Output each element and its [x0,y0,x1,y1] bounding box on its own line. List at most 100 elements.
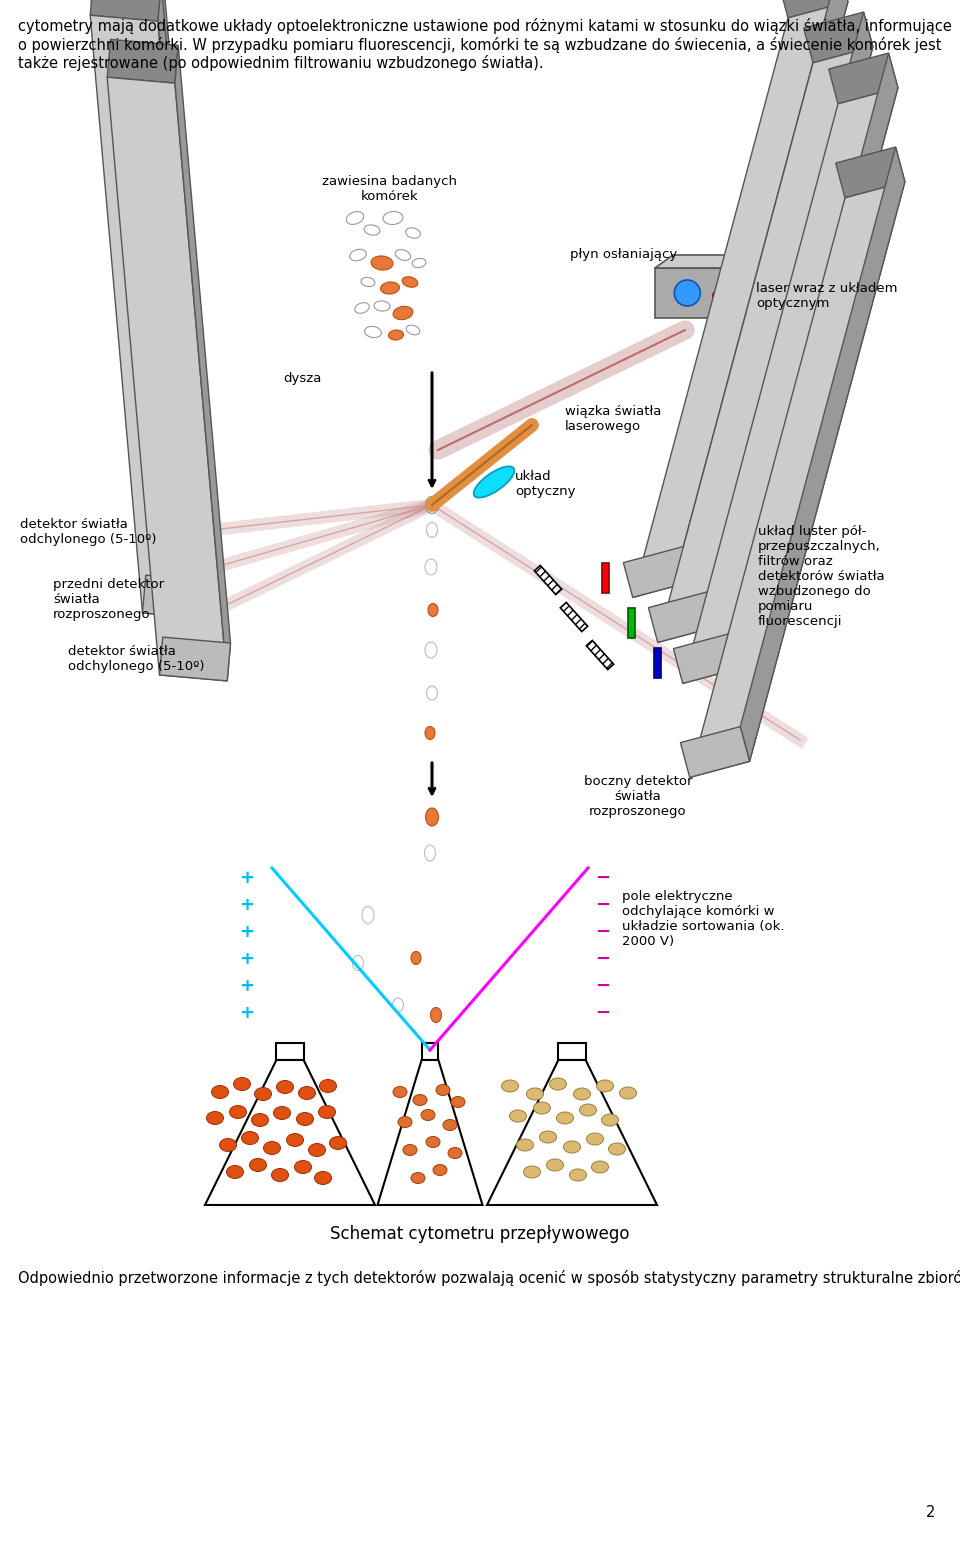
Ellipse shape [609,1143,626,1156]
Text: pole elektryczne
odchylające komórki w
układzie sortowania (ok.
2000 V): pole elektryczne odchylające komórki w u… [622,890,784,947]
Polygon shape [90,15,210,619]
Polygon shape [158,0,213,619]
Ellipse shape [276,1080,294,1094]
Ellipse shape [364,225,380,235]
Polygon shape [139,514,210,557]
Ellipse shape [619,1086,636,1099]
Ellipse shape [250,1159,267,1171]
Ellipse shape [361,278,375,287]
Text: detektor światła
odchylonego (5-10º): detektor światła odchylonego (5-10º) [20,518,156,546]
Polygon shape [828,52,898,103]
Ellipse shape [389,330,403,339]
Polygon shape [740,255,758,318]
Ellipse shape [425,497,439,514]
Text: −: − [595,1004,611,1021]
Ellipse shape [411,952,421,964]
Polygon shape [708,12,873,626]
Ellipse shape [569,1170,587,1180]
Text: −: − [595,950,611,967]
Polygon shape [740,147,905,761]
Ellipse shape [425,559,437,576]
Ellipse shape [602,1114,618,1126]
Text: zawiesina badanych
komórek: zawiesina badanych komórek [323,174,458,204]
Ellipse shape [371,256,393,270]
Polygon shape [684,0,848,582]
Polygon shape [205,1060,375,1205]
Text: cytometry mają dodatkowe układy optoelektroniczne ustawione pod różnymi katami w: cytometry mają dodatkowe układy optoelek… [18,19,952,71]
Ellipse shape [352,955,364,971]
Text: −: − [595,896,611,913]
Ellipse shape [252,1114,269,1126]
Text: płyn osłaniający: płyn osłaniający [570,248,677,261]
Ellipse shape [473,466,515,497]
FancyBboxPatch shape [628,608,635,637]
Ellipse shape [406,228,420,238]
Ellipse shape [263,1142,280,1154]
Ellipse shape [448,1148,462,1159]
Polygon shape [175,45,230,680]
Ellipse shape [712,292,722,299]
Ellipse shape [426,687,438,701]
Ellipse shape [362,906,374,924]
Ellipse shape [436,1085,450,1096]
Ellipse shape [546,1159,564,1171]
FancyBboxPatch shape [655,268,740,318]
Text: +: + [239,869,254,887]
Ellipse shape [674,279,700,306]
Polygon shape [377,1060,483,1205]
Polygon shape [561,602,588,631]
Ellipse shape [596,1080,613,1092]
Polygon shape [535,565,562,594]
Polygon shape [159,637,230,680]
Ellipse shape [396,250,411,261]
Ellipse shape [426,1137,440,1148]
Ellipse shape [580,1103,596,1116]
Ellipse shape [295,1160,311,1174]
Polygon shape [155,0,210,557]
Ellipse shape [573,1088,590,1100]
Polygon shape [587,640,613,670]
Ellipse shape [398,1117,412,1128]
Text: przedni detektor
światła
rozproszonego: przedni detektor światła rozproszonego [53,579,164,620]
Polygon shape [142,576,213,619]
Polygon shape [623,546,692,597]
Ellipse shape [211,1085,228,1099]
Polygon shape [689,182,905,778]
Text: −: − [595,977,611,995]
Polygon shape [804,12,873,63]
Text: −: − [595,869,611,887]
Ellipse shape [557,1113,573,1123]
Ellipse shape [254,1088,272,1100]
Text: +: + [239,977,254,995]
Polygon shape [487,1060,657,1205]
Ellipse shape [412,258,426,267]
Text: −: − [595,923,611,941]
Ellipse shape [320,1080,337,1092]
Ellipse shape [426,523,438,537]
Ellipse shape [510,1109,526,1122]
Polygon shape [681,727,750,778]
Text: +: + [239,950,254,967]
Ellipse shape [413,1094,427,1105]
Ellipse shape [587,1133,604,1145]
Ellipse shape [349,250,367,261]
Ellipse shape [406,326,420,335]
Ellipse shape [233,1077,251,1091]
Ellipse shape [549,1079,566,1089]
Polygon shape [108,40,179,83]
Polygon shape [779,0,848,19]
FancyBboxPatch shape [602,563,609,593]
Text: Odpowiednio przetworzone informacje z tych detektorów pozwalają ocenić w sposób : Odpowiednio przetworzone informacje z ty… [18,1270,960,1285]
Text: układ luster pół-
przepuszczalnych,
filtrów oraz
detektorów światła
wzbudzonego : układ luster pół- przepuszczalnych, filt… [758,525,884,628]
Ellipse shape [540,1131,557,1143]
Ellipse shape [564,1140,581,1153]
Ellipse shape [526,1088,543,1100]
Text: laser wraz z układem
optycznym: laser wraz z układem optycznym [756,282,898,310]
FancyBboxPatch shape [276,1043,303,1060]
Ellipse shape [319,1105,335,1119]
Ellipse shape [393,1086,407,1097]
Ellipse shape [299,1086,316,1100]
Ellipse shape [425,727,435,739]
FancyBboxPatch shape [421,1043,439,1060]
Ellipse shape [297,1113,314,1125]
